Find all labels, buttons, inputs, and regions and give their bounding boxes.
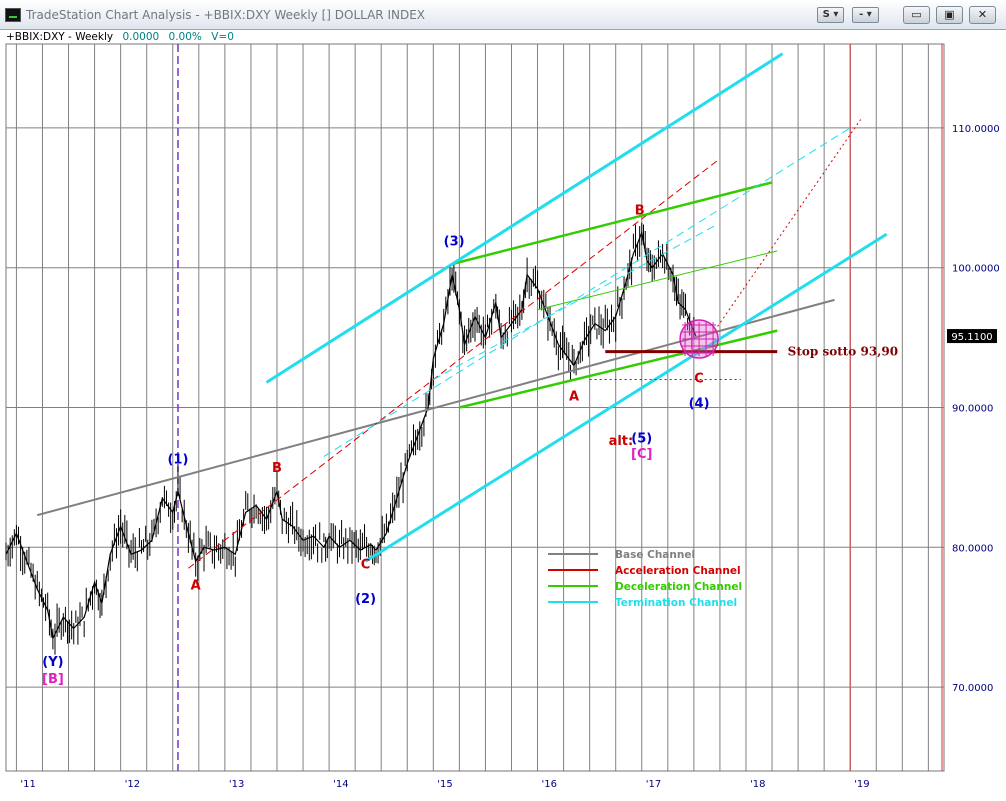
- y-tick-label: 90.0000: [952, 404, 993, 415]
- y-tick-label: 80.0000: [952, 543, 993, 554]
- wave-label: (5): [631, 431, 652, 446]
- wave-label: B: [272, 461, 282, 476]
- price-series: [5, 230, 697, 641]
- symbol-link-label: S: [822, 9, 830, 20]
- wave-label: (3): [444, 234, 465, 249]
- x-tick-label: '14: [333, 779, 348, 790]
- legend-label: Base Channel: [615, 549, 695, 561]
- x-tick-label: '13: [229, 779, 244, 790]
- wave-label: C: [361, 557, 371, 572]
- y-tick-label: 70.0000: [952, 683, 993, 694]
- change-value: 0.00%: [168, 31, 202, 43]
- wave-label: (1): [167, 452, 188, 467]
- wave-label: (4): [689, 397, 710, 412]
- y-tick-label: 110.0000: [952, 124, 1000, 135]
- window-title: TradeStation Chart Analysis - +BBIX:DXY …: [26, 8, 426, 22]
- legend-label: Acceleration Channel: [615, 565, 741, 577]
- wave-label: (2): [355, 592, 376, 607]
- x-tick-label: '17: [646, 779, 661, 790]
- window-titlebar: TradeStation Chart Analysis - +BBIX:DXY …: [0, 0, 1006, 30]
- base-line: [37, 298, 835, 517]
- x-tick-label: '19: [854, 779, 869, 790]
- time-axis: '11 '12 '13 '14 '15 '16 '17 '18 '19: [20, 779, 869, 790]
- wave-label: alt:: [609, 434, 634, 449]
- volume-value: V=0: [211, 31, 234, 43]
- y-tick-label: 100.0000: [952, 264, 1000, 275]
- weekly-bar-layer: [5, 222, 695, 655]
- x-tick-label: '15: [437, 779, 452, 790]
- symbol-name: +BBIX:DXY - Weekly: [6, 31, 114, 43]
- deceleration_thin-line: [537, 250, 778, 311]
- minimize-button[interactable]: ▭: [903, 6, 930, 24]
- wave-label: [C]: [631, 447, 652, 462]
- stop-label: Stop sotto 93,90: [788, 345, 898, 359]
- deceleration-line: [453, 181, 773, 265]
- last-price-box: [947, 329, 997, 344]
- wave-label: [B]: [42, 672, 64, 687]
- deceleration-line: [459, 329, 778, 409]
- price-axis: 70.0000 80.0000 90.0000 100.0000 110.0000 95.…: [947, 124, 1000, 694]
- wave-label: A: [191, 578, 201, 593]
- x-tick-label: '16: [542, 779, 557, 790]
- wave-label: C: [694, 371, 704, 386]
- chart-legend: Base Channel Acceleration Channel Decelera…: [548, 549, 742, 609]
- wave-labels: (1) (2) (3) (4) (5)alt:[C] (Y) [B] A B C A B C: [42, 204, 710, 687]
- termination-line: [265, 52, 784, 384]
- wave-label: A: [569, 390, 579, 405]
- price-path: [5, 230, 697, 641]
- channel-lines: [37, 52, 888, 569]
- symbol-link-button[interactable]: S ▾: [817, 7, 844, 23]
- symbol-header: +BBIX:DXY - Weekly 0.0000 0.00% V=0: [6, 31, 234, 43]
- restore-icon: ▣: [944, 8, 955, 21]
- tradestation-app-icon: [5, 8, 21, 22]
- last-price-label: 95.1100: [951, 332, 992, 343]
- legend-label: Deceleration Channel: [615, 581, 742, 593]
- close-button[interactable]: ✕: [969, 6, 996, 24]
- termination_dash-line: [433, 225, 715, 380]
- termination-line: [364, 232, 888, 563]
- legend-label: Termination Channel: [615, 597, 737, 609]
- restore-button[interactable]: ▣: [936, 6, 963, 24]
- acceleration-line: [188, 158, 721, 569]
- acceleration_dot-line: [714, 119, 862, 331]
- minimize-icon: ▭: [911, 8, 922, 21]
- chart-markers: Stop sotto 93,90: [679, 319, 898, 359]
- wave-label: B: [635, 204, 645, 219]
- close-icon: ✕: [977, 8, 988, 21]
- x-tick-label: '11: [20, 779, 35, 790]
- x-tick-label: '12: [125, 779, 140, 790]
- wave-label: (Y): [42, 655, 63, 670]
- chart-grid: [5, 43, 945, 772]
- x-tick-label: '18: [750, 779, 765, 790]
- last-value: 0.0000: [122, 31, 160, 43]
- workspace-link-button[interactable]: - ▾: [852, 7, 879, 23]
- workspace-link-label: -: [859, 9, 864, 20]
